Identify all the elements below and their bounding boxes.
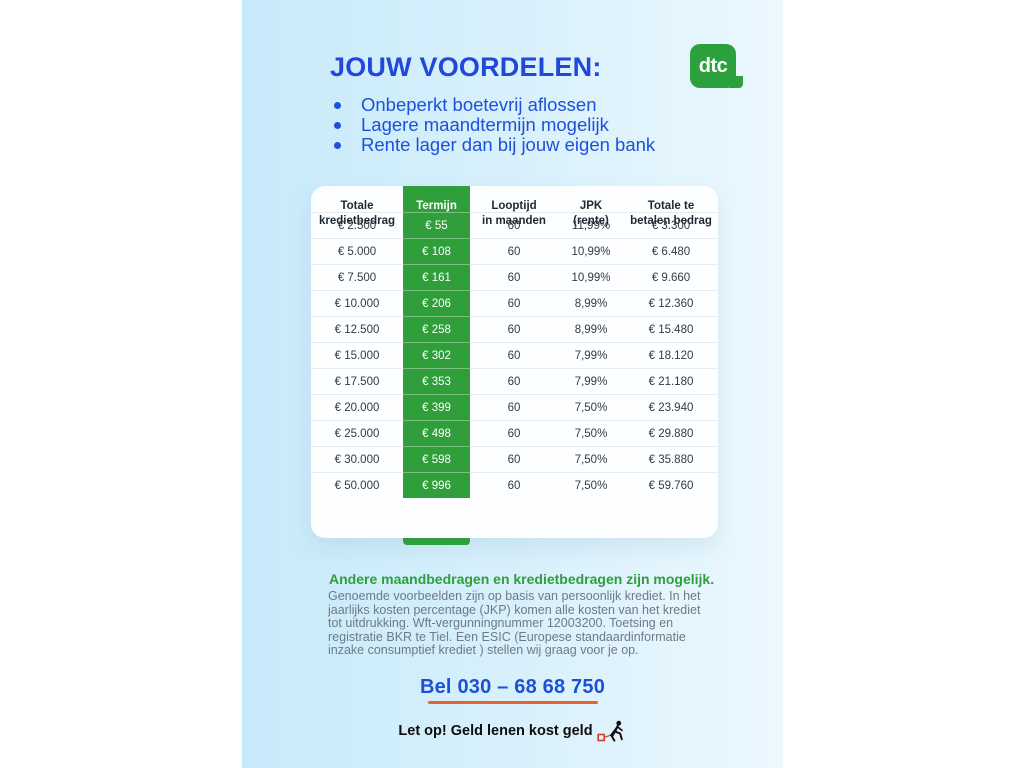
table-cell: € 20.000 <box>311 394 403 420</box>
bullet-icon <box>334 101 341 109</box>
benefit-item: Lagere maandtermijn mogelijk <box>334 114 655 135</box>
phone-underline <box>427 701 598 704</box>
table-cell: € 10.000 <box>311 290 403 316</box>
table-cell: 11,99% <box>558 212 624 238</box>
table-cell: € 23.940 <box>624 394 718 420</box>
bullet-icon <box>334 121 341 129</box>
table-cell: € 35.880 <box>624 446 718 472</box>
table-cell: € 18.120 <box>624 342 718 368</box>
table-cell: € 2.500 <box>311 212 403 238</box>
flyer-panel: dtc JOUW VOORDELEN: Onbeperkt boetevrij … <box>242 0 783 768</box>
highlight-column-extension <box>403 538 470 545</box>
table-header-cell: Totale kredietbedrag <box>318 199 396 227</box>
note-heading: Andere maandbedragen en kredietbedragen … <box>329 571 715 587</box>
benefit-item-label: Onbeperkt boetevrij aflossen <box>361 94 597 115</box>
benefits-list: Onbeperkt boetevrij aflossen Lagere maand… <box>334 94 656 155</box>
dtc-logo: dtc <box>690 44 743 88</box>
table-cell: € 12.360 <box>624 290 718 316</box>
table-cell: € 3.300 <box>624 212 718 238</box>
table-cell: € 302 <box>403 342 470 368</box>
table-cell: 7,99% <box>558 342 624 368</box>
table-cell: € 353 <box>403 368 470 394</box>
table-cell: 7,50% <box>558 394 624 420</box>
table-cell: 8,99% <box>558 316 624 342</box>
disclaimer-text: Genoemde voorbeelden zijn op basis van p… <box>328 589 701 658</box>
table-cell: € 12.500 <box>311 316 403 342</box>
table-cell: € 9.660 <box>624 264 718 290</box>
table-cell: 10,99% <box>558 238 624 264</box>
table-cell: € 59.760 <box>624 472 718 498</box>
table-cell: 60 <box>470 238 558 264</box>
table-cell: € 108 <box>403 238 470 264</box>
table-cell: € 6.480 <box>624 238 718 264</box>
table-cell: 7,50% <box>558 420 624 446</box>
table-cell: € 7.500 <box>311 264 403 290</box>
table-cell: € 15.480 <box>624 316 718 342</box>
table-cell: 60 <box>470 446 558 472</box>
table-cell: € 29.880 <box>624 420 718 446</box>
table-cell: € 498 <box>403 420 470 446</box>
table-cell: 60 <box>470 316 558 342</box>
table-header-cell: JPK (rente) <box>573 199 609 227</box>
table-header-cell: Looptijd in maanden <box>482 199 546 227</box>
table-cell: 10,99% <box>558 264 624 290</box>
table-cell: € 15.000 <box>311 342 403 368</box>
table-header-cell: Totale te betalen bedrag <box>630 199 712 227</box>
loan-warning-text: Let op! Geld lenen kost geld <box>398 723 593 739</box>
table-cell: 60 <box>470 264 558 290</box>
table-cell: € 30.000 <box>311 446 403 472</box>
table-cell: € 258 <box>403 316 470 342</box>
benefit-item-label: Rente lager dan bij jouw eigen bank <box>361 134 656 155</box>
table-cell: 60 <box>470 394 558 420</box>
table-cell: € 17.500 <box>311 368 403 394</box>
table-cell: € 50.000 <box>311 472 403 498</box>
bullet-icon <box>334 141 341 149</box>
phone-link[interactable]: Bel 030 – 68 68 750 <box>419 676 606 698</box>
table-cell: 7,50% <box>558 472 624 498</box>
page-title: JOUW VOORDELEN: <box>330 52 602 82</box>
table-cell: € 21.180 <box>624 368 718 394</box>
benefit-item-label: Lagere maandtermijn mogelijk <box>361 114 609 135</box>
loan-warning: Let op! Geld lenen kost geld <box>242 720 783 742</box>
table-cell: € 598 <box>403 446 470 472</box>
phone-section: Bel 030 – 68 68 750 <box>242 676 783 704</box>
table-cell: 60 <box>470 420 558 446</box>
table-cell: € 5.000 <box>311 238 403 264</box>
table-cell: € 55 <box>403 212 470 238</box>
table-cell: 60 <box>470 212 558 238</box>
table-cell: 8,99% <box>558 290 624 316</box>
table-cell: 7,50% <box>558 446 624 472</box>
geld-lenen-kost-geld-icon <box>596 720 623 742</box>
table-cell: € 161 <box>403 264 470 290</box>
benefit-item: Onbeperkt boetevrij aflossen <box>334 94 655 115</box>
table-cell: 60 <box>470 472 558 498</box>
benefit-item: Rente lager dan bij jouw eigen bank <box>334 134 656 155</box>
dtc-logo-text: dtc <box>698 54 728 77</box>
table-cell: € 996 <box>403 472 470 498</box>
table-cell: 60 <box>470 368 558 394</box>
table-cell: € 25.000 <box>311 420 403 446</box>
table-cell: € 399 <box>403 394 470 420</box>
table-cell: 60 <box>470 342 558 368</box>
table-cell: € 206 <box>403 290 470 316</box>
table-cell: 7,99% <box>558 368 624 394</box>
table-cell: 60 <box>470 290 558 316</box>
